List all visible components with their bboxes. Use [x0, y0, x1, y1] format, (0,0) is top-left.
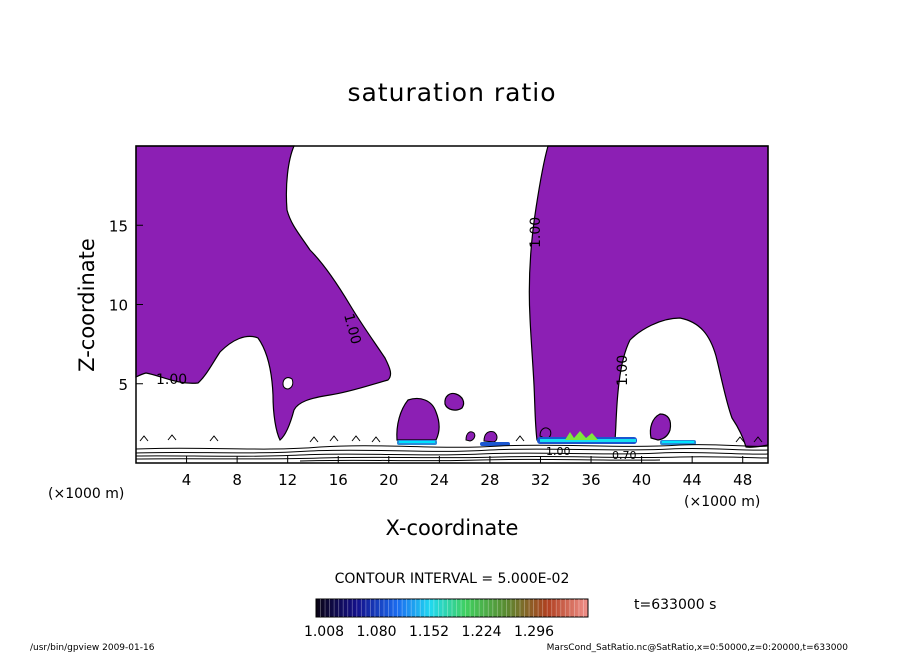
x-tick-label: 32	[531, 471, 550, 489]
x-tick-label: 24	[430, 471, 449, 489]
x-tick-label: 16	[329, 471, 348, 489]
chart-title: saturation ratio	[347, 78, 556, 107]
x-tick-label: 4	[182, 471, 192, 489]
ground-contours	[135, 434, 769, 462]
footer-right: MarsCond_SatRatio.nc@SatRatio,x=0:50000,…	[547, 643, 849, 653]
x-tick-label: 28	[480, 471, 499, 489]
cell-12	[282, 377, 294, 390]
cell-26	[465, 431, 476, 442]
cell-25	[444, 392, 465, 411]
x-axis: 4 8 12 16 20 24 28 32 36 40 44 48	[182, 456, 752, 489]
x-tick-label: 12	[278, 471, 297, 489]
cell-42	[649, 413, 672, 441]
saturated-region-left	[135, 145, 392, 441]
contour-label-ground-a: 1.00	[546, 445, 571, 458]
x-tick-label: 20	[379, 471, 398, 489]
contour-label-left-b: 1.00	[340, 312, 364, 346]
x-axis-title: X-coordinate	[386, 516, 519, 540]
x-unit-right: (×1000 m)	[684, 494, 760, 510]
colorbar-tick-label: 1.152	[409, 624, 449, 640]
contour-labels: 1.00 1.00 1.00 1.00 1.00 0.70	[156, 217, 637, 462]
contour-label-ground-b: 0.70	[612, 449, 637, 462]
colorbar-tick-label: 1.080	[356, 624, 396, 640]
contour-label-right-b: 1.00	[615, 355, 631, 386]
contour-label-right-a: 1.00	[528, 217, 544, 248]
y-tick-label: 5	[118, 376, 128, 394]
x-tick-label: 44	[683, 471, 702, 489]
contour-interval: CONTOUR INTERVAL = 5.000E-02	[335, 571, 570, 587]
y-axis-title: Z-coordinate	[75, 238, 99, 372]
y-tick-label: 10	[109, 297, 128, 315]
x-tick-label: 8	[232, 471, 242, 489]
y-axis: 5 10 15	[109, 217, 143, 394]
x-unit-left: (×1000 m)	[48, 486, 124, 502]
high-saturation-cores	[397, 431, 696, 446]
x-tick-label: 48	[733, 471, 752, 489]
x-tick-label: 40	[632, 471, 651, 489]
contour-label-left-a: 1.00	[156, 372, 187, 388]
saturated-region-right	[528, 145, 769, 448]
plot-area: 1.00 1.00 1.00 1.00 1.00 0.70	[135, 145, 769, 464]
colorbar	[315, 598, 589, 618]
colorbar-ticks: 1.008 1.080 1.152 1.224 1.296	[304, 624, 554, 640]
colorbar-tick-label: 1.224	[461, 624, 501, 640]
x-tick-label: 36	[581, 471, 600, 489]
y-tick-label: 15	[109, 217, 128, 235]
colorbar-stripes	[320, 599, 584, 617]
colorbar-tick-label: 1.296	[514, 624, 554, 640]
cell-21	[396, 397, 440, 441]
footer-left: /usr/bin/gpview 2009-01-16	[30, 643, 155, 653]
cell-29	[483, 431, 498, 443]
colorbar-tick-label: 1.008	[304, 624, 344, 640]
time-label: t=633000 s	[634, 597, 716, 613]
